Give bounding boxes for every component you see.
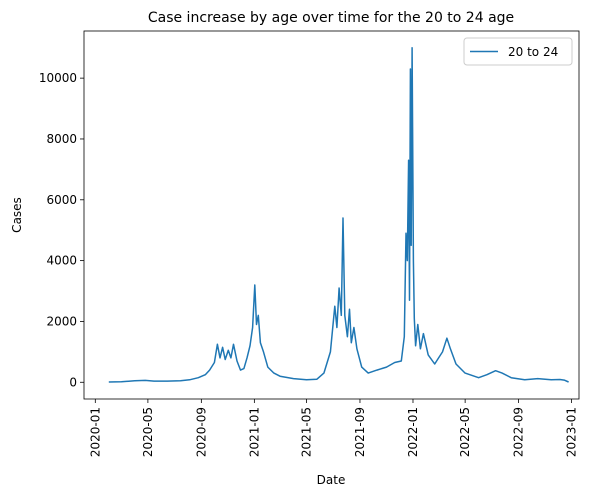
x-tick-label: 2020-09 [194,407,208,457]
x-tick-label: 2022-09 [512,407,526,457]
y-tick-label: 0 [69,375,77,389]
chart-title: Case increase by age over time for the 2… [148,10,514,26]
y-tick-label: 4000 [46,254,77,268]
y-tick-label: 10000 [39,71,77,85]
legend: 20 to 24 [463,37,573,66]
x-axis-ticks: 2020-01 2020-05 2020-09 2021-01 2021-05 2021-… [88,399,579,457]
x-tick-label: 2021-05 [300,407,314,457]
y-axis-label: Cases [10,197,24,233]
series-line-20-to-24 [108,46,569,383]
x-tick-label: 2020-01 [88,407,102,457]
y-axis-ticks: 0 2000 4000 6000 8000 10000 [39,71,84,389]
y-tick-label: 2000 [46,314,77,328]
y-tick-label: 6000 [46,193,77,207]
x-tick-label: 2021-01 [247,407,261,457]
x-tick-label: 2020-05 [141,407,155,457]
x-axis-label: Date [317,473,346,487]
x-tick-label: 2022-05 [458,407,472,457]
y-tick-label: 8000 [46,132,77,146]
legend-box [463,37,573,66]
x-tick-label: 2021-09 [353,407,367,457]
plot-frame [83,30,580,400]
x-tick-label: 2023-01 [565,407,579,457]
x-tick-label: 2022-01 [406,407,420,457]
legend-label: 20 to 24 [508,45,558,59]
